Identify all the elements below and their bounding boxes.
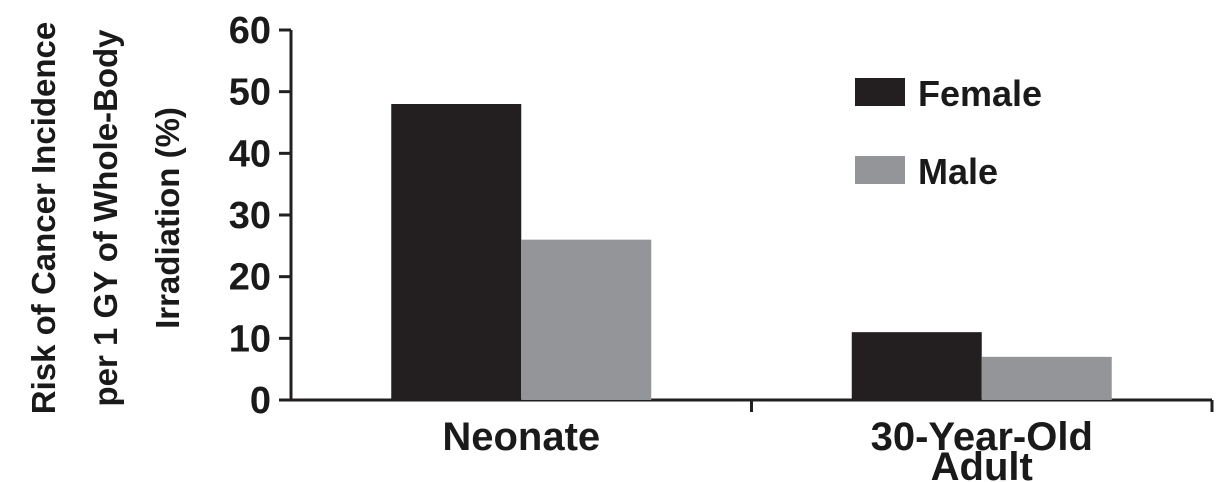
y-tick-label: 20: [229, 257, 271, 299]
y-tick-label: 10: [229, 318, 271, 360]
legend-label-male: Male: [918, 151, 998, 192]
bar-female-1: [391, 104, 522, 400]
y-axis-title: Risk of Cancer Incidence per 1 GY of Who…: [25, 22, 186, 414]
y-tick-label: 40: [229, 133, 271, 175]
y-axis-title-line-3: Irradiation (%): [149, 107, 186, 329]
x-category-label: Neonate: [442, 415, 600, 459]
y-tick-label: 50: [229, 72, 271, 114]
y-axis-title-line-2: per 1 GY of Whole-Body: [87, 29, 124, 407]
legend: Female Male: [855, 73, 1042, 192]
bar-male-2: [981, 356, 1112, 400]
legend-swatch-female: [855, 78, 905, 106]
y-tick-label: 0: [250, 380, 271, 422]
bar-female-2: [851, 332, 982, 400]
y-tick-label: 30: [229, 195, 271, 237]
x-category-label: Adult: [931, 445, 1033, 482]
y-axis-title-line-1: Risk of Cancer Incidence: [25, 22, 62, 414]
legend-swatch-male: [855, 156, 905, 184]
x-category-label: 30-Year-Old: [871, 415, 1093, 459]
y-tick-label: 60: [229, 10, 271, 52]
bar-male-1: [521, 239, 652, 400]
legend-label-female: Female: [918, 73, 1042, 114]
